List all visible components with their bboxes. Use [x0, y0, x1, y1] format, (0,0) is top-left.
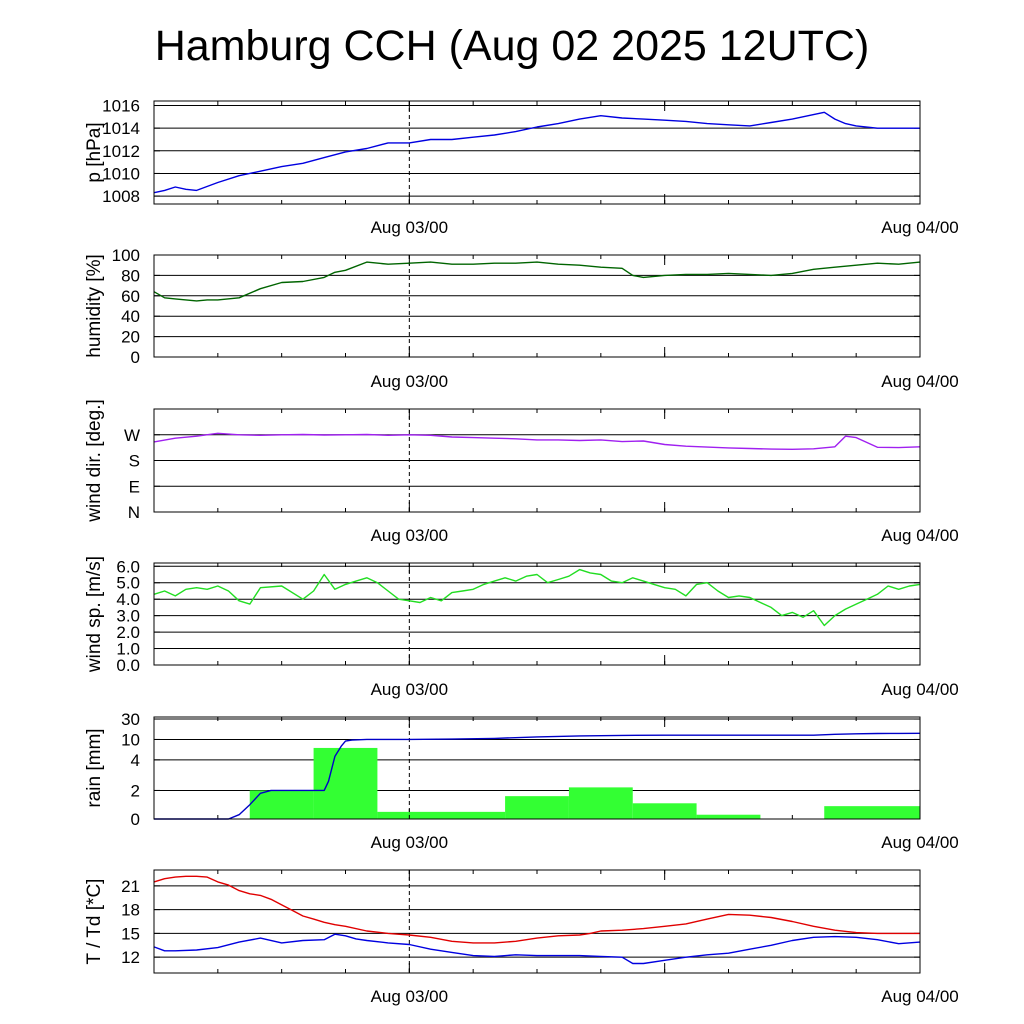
wind_speed-ytick-label: 5.0 [116, 574, 140, 593]
pressure-ytick-label: 1008 [102, 187, 140, 206]
temperature-series-0 [153, 875, 920, 944]
temperature-ytick-label: 18 [121, 901, 140, 920]
rain-ylabel: rain [mm] [84, 728, 105, 807]
wind_speed-xtick-label: Aug 04/00 [881, 680, 959, 699]
humidity-ytick-label: 20 [121, 328, 140, 347]
rain-bar [824, 806, 920, 819]
rain-xtick-label: Aug 04/00 [881, 833, 959, 852]
temperature-xtick-label: Aug 03/00 [371, 987, 449, 1006]
wind_speed-ytick-label: 6.0 [116, 557, 140, 576]
pressure-ytick-label: 1012 [102, 142, 140, 161]
temperature-ytick-label: 12 [121, 948, 140, 967]
temperature-ytick-label: 15 [121, 924, 140, 943]
temperature-ytick-label: 21 [121, 877, 140, 896]
rain-series-0 [154, 732, 921, 820]
humidity-ytick-label: 0 [131, 348, 140, 367]
humidity-ytick-label: 40 [121, 307, 140, 326]
temperature-series-1 [153, 933, 921, 965]
rain-bar [249, 790, 314, 819]
wind_direction-xtick-label: Aug 04/00 [881, 526, 959, 545]
wind_direction-ytick-label: W [124, 426, 140, 445]
pressure-ytick-label: 1016 [102, 97, 140, 116]
humidity-frame [153, 254, 921, 358]
rain-frame [153, 716, 921, 820]
rain-ytick-label: 4 [131, 751, 140, 770]
wind_direction-xtick-label: Aug 03/00 [371, 526, 449, 545]
rain-ytick-label: 10 [121, 730, 140, 749]
wind_speed-ylabel: wind sp. [m/s] [84, 556, 105, 673]
pressure-ylabel: p [hPa] [84, 122, 105, 182]
wind_speed-ytick-label: 4.0 [116, 590, 140, 609]
humidity-ytick-label: 60 [121, 287, 140, 306]
wind_speed-ytick-label: 0.0 [116, 656, 140, 675]
pressure-series-0 [153, 111, 920, 194]
pressure-ytick-label: 1014 [102, 119, 140, 138]
rain-ytick-label: 30 [121, 710, 140, 729]
rain-bar [313, 747, 378, 819]
rain-xtick-label: Aug 03/00 [371, 833, 449, 852]
wind_direction-ytick-label: S [129, 452, 140, 471]
wind_direction-ylabel: wind dir. [deg.] [84, 399, 105, 523]
wind_direction-ytick-label: N [128, 503, 140, 522]
humidity-ytick-label: 100 [112, 246, 140, 265]
rain-bar [377, 811, 410, 819]
humidity-series-0 [153, 261, 921, 302]
rain-bar [696, 814, 761, 819]
rain-bar [505, 796, 569, 819]
humidity-ylabel: humidity [%] [84, 254, 105, 357]
humidity-ytick-label: 80 [121, 266, 140, 285]
wind_speed-ytick-label: 2.0 [116, 623, 140, 642]
rain-bar [568, 787, 633, 819]
rain-bar [632, 803, 697, 819]
pressure-xtick-label: Aug 04/00 [881, 218, 959, 237]
wind_speed-series-0 [153, 568, 921, 627]
humidity-xtick-label: Aug 04/00 [881, 372, 959, 391]
pressure-frame [153, 100, 921, 205]
rain-ytick-label: 2 [131, 781, 140, 800]
wind_speed-frame [153, 562, 921, 666]
pressure-xtick-label: Aug 03/00 [371, 218, 449, 237]
wind_direction-series-0 [153, 432, 921, 450]
wind_direction-ytick-label: E [129, 477, 140, 496]
wind_speed-xtick-label: Aug 03/00 [371, 680, 449, 699]
wind_direction-frame [153, 408, 921, 513]
temperature-frame [153, 869, 921, 974]
wind_speed-ytick-label: 3.0 [116, 607, 140, 626]
temperature-ylabel: T / Td [*C] [84, 879, 105, 965]
pressure-ytick-label: 1010 [102, 164, 140, 183]
humidity-xtick-label: Aug 03/00 [371, 372, 449, 391]
temperature-xtick-label: Aug 04/00 [881, 987, 959, 1006]
rain-ytick-label: 0 [131, 810, 140, 829]
wind_speed-ytick-label: 1.0 [116, 640, 140, 659]
chart-title: Hamburg CCH (Aug 02 2025 12UTC) [154, 22, 870, 70]
rain-bar [409, 811, 506, 819]
